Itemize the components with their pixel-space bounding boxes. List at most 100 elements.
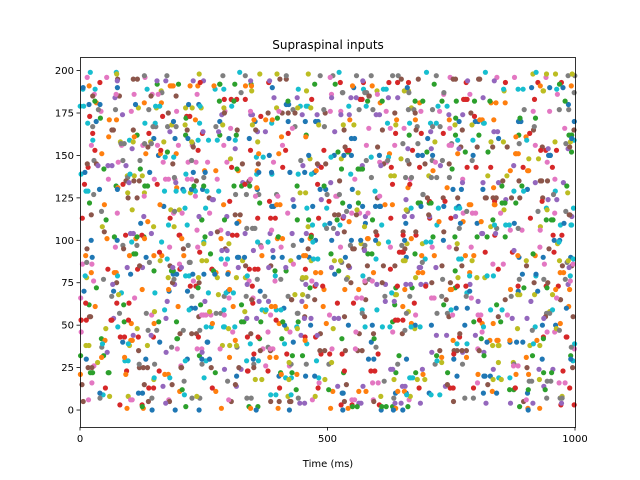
spike-point — [254, 276, 260, 282]
spike-point — [80, 85, 86, 91]
spike-point — [195, 285, 201, 291]
spike-point — [514, 339, 520, 345]
spike-point — [523, 397, 529, 403]
spike-point — [273, 392, 279, 398]
spike-point — [369, 217, 376, 223]
y-tick-label: 150 — [55, 151, 74, 162]
spike-point — [488, 164, 494, 170]
spike-point — [148, 230, 154, 237]
spike-point — [265, 239, 271, 245]
spike-point — [560, 180, 567, 186]
spike-point — [374, 281, 380, 287]
spike-point — [490, 342, 496, 349]
spike-point — [440, 276, 446, 282]
spike-point — [470, 385, 477, 391]
spike-point — [459, 180, 466, 186]
spike-point — [125, 190, 131, 196]
spike-point — [131, 178, 137, 184]
spike-point — [398, 400, 404, 406]
spike-point — [531, 124, 537, 130]
spike-point — [343, 382, 349, 388]
spike-point — [395, 73, 401, 79]
spike-point — [469, 122, 475, 128]
spike-point — [527, 215, 534, 221]
spike-point — [494, 302, 500, 308]
spike-point — [456, 225, 462, 231]
spike-point — [143, 254, 149, 260]
spike-point — [141, 236, 148, 242]
spike-point — [151, 309, 158, 315]
spike-point — [173, 188, 179, 194]
spike-point — [243, 191, 249, 198]
spike-point — [99, 224, 105, 230]
spike-point — [563, 141, 569, 147]
spike-point — [323, 161, 329, 167]
spike-point — [482, 249, 488, 255]
spike-point — [286, 376, 292, 383]
spike-point — [250, 356, 256, 362]
spike-point — [229, 232, 236, 238]
spike-point — [272, 215, 278, 221]
spike-point — [92, 147, 98, 153]
spike-point — [257, 348, 263, 354]
spike-point — [317, 186, 323, 192]
spike-point — [268, 169, 275, 175]
spike-point — [181, 253, 187, 259]
spike-point — [79, 215, 85, 221]
spike-point — [517, 195, 523, 201]
spike-point — [340, 122, 346, 128]
spike-point — [309, 278, 315, 284]
spike-point — [105, 163, 111, 169]
spike-point — [356, 107, 362, 113]
spike-point — [412, 251, 418, 257]
spike-point — [134, 195, 140, 201]
spike-point — [299, 237, 305, 243]
spike-point — [154, 142, 161, 148]
spike-point — [317, 73, 323, 79]
spike-point — [187, 283, 193, 289]
spike-point — [406, 132, 412, 138]
spike-point — [439, 359, 445, 366]
spike-point — [341, 152, 347, 158]
spike-point — [146, 385, 152, 391]
spike-point — [247, 147, 254, 153]
spike-point — [537, 342, 543, 349]
spike-point — [480, 324, 487, 330]
spike-point — [432, 159, 438, 165]
spike-point — [139, 404, 145, 410]
spike-point — [303, 134, 309, 140]
spike-point — [451, 351, 457, 357]
spike-point — [279, 254, 285, 260]
spike-point — [255, 215, 261, 221]
spike-point — [226, 354, 233, 360]
spike-point — [155, 91, 161, 97]
spike-point — [114, 85, 120, 91]
spike-point — [99, 354, 105, 360]
spike-point — [412, 98, 418, 104]
spike-point — [408, 205, 414, 211]
spike-point — [498, 376, 504, 383]
spike-point — [299, 112, 305, 118]
spike-point — [255, 334, 261, 340]
spike-point — [449, 286, 455, 293]
spike-point — [476, 132, 482, 138]
spike-point — [381, 378, 387, 384]
spike-point — [500, 261, 506, 267]
spike-point — [276, 151, 282, 157]
spike-point — [180, 246, 186, 252]
spike-point — [272, 273, 278, 279]
spike-point — [197, 103, 203, 109]
spike-point — [564, 334, 570, 340]
spike-point — [467, 288, 473, 294]
spike-point — [286, 407, 292, 413]
spike-point — [539, 322, 546, 328]
spike-point — [370, 270, 377, 276]
spike-point — [471, 98, 478, 104]
spike-point — [444, 103, 450, 109]
spike-point — [167, 215, 173, 221]
spike-point — [540, 88, 547, 94]
spike-point — [515, 225, 521, 231]
spike-point — [320, 283, 326, 289]
spike-point — [252, 376, 258, 383]
